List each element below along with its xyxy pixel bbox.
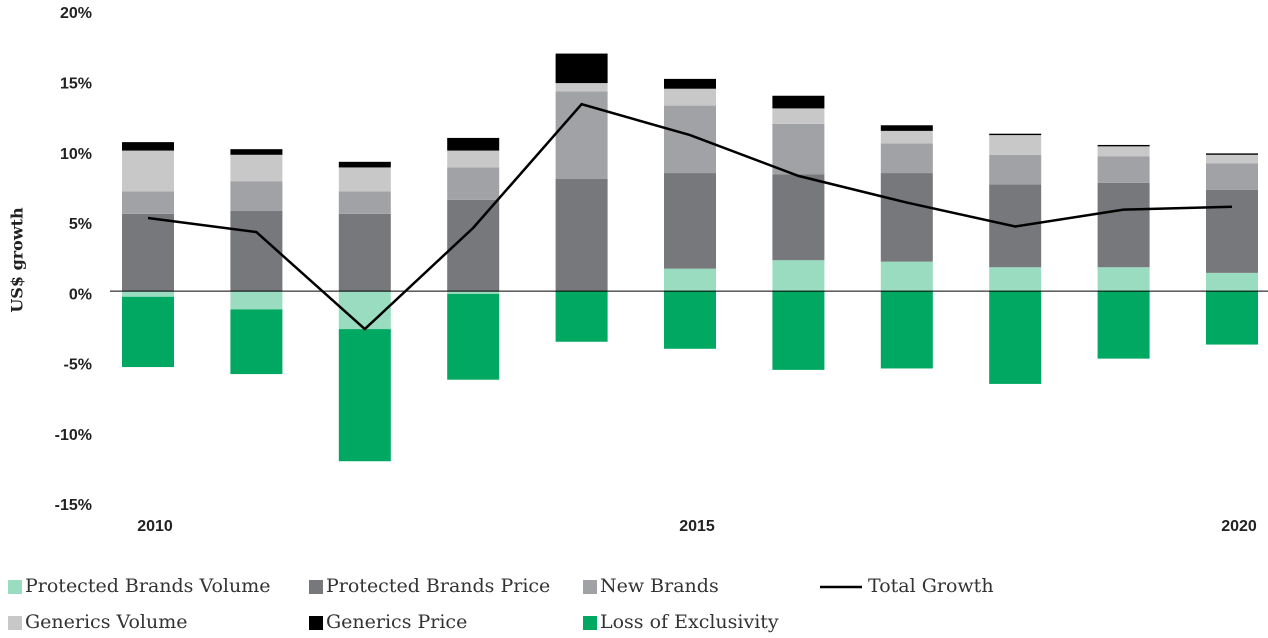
legend-swatch	[309, 580, 323, 594]
bar-segment	[122, 191, 174, 214]
bar-segment	[1206, 189, 1258, 273]
bar-segment	[447, 293, 500, 380]
bar-segment	[989, 291, 1042, 384]
bar-segment	[989, 267, 1042, 292]
x-tick-label: 2015	[679, 518, 715, 535]
line-series	[147, 102, 1233, 331]
bar-segment	[555, 291, 608, 342]
bar-segment	[230, 149, 283, 155]
bar-segment	[447, 150, 500, 168]
bar-segment	[989, 133, 1042, 136]
bar-segment	[122, 291, 174, 297]
bar-segment	[880, 173, 933, 262]
y-tick-label: 5%	[69, 216, 92, 233]
legend-label: Generics Volume	[25, 611, 187, 633]
bar-segment	[338, 191, 391, 214]
legend-label: Generics Price	[326, 611, 467, 633]
bar-segment	[772, 123, 825, 175]
bar-segment	[772, 95, 825, 109]
bar-segment	[447, 291, 500, 294]
legend-swatch	[8, 616, 22, 630]
bar-segment	[338, 291, 391, 330]
y-tick-label: -15%	[55, 497, 92, 514]
bar-segment	[555, 83, 608, 92]
bar-segment	[447, 167, 500, 200]
bar-segment	[338, 213, 391, 292]
legend-label: Protected Brands Volume	[25, 575, 270, 597]
bar-segment	[880, 130, 933, 144]
bar-segment	[880, 125, 933, 131]
legend-swatch	[583, 580, 597, 594]
legend-label: Total Growth	[868, 575, 994, 597]
legend-label: Loss of Exclusivity	[600, 611, 779, 633]
legend-label: Protected Brands Price	[326, 575, 550, 597]
bar-segment	[1097, 144, 1150, 147]
bar-segment	[772, 291, 825, 370]
bar-segment	[664, 291, 716, 349]
bar-segment	[1097, 156, 1150, 183]
bar-segment	[989, 135, 1042, 155]
bar-segment	[772, 260, 825, 292]
bar-segment	[880, 143, 933, 174]
legend-swatch	[309, 616, 323, 630]
bar-segment	[1097, 267, 1150, 292]
bar-segment	[880, 261, 933, 292]
legend-label: New Brands	[600, 575, 719, 597]
y-tick-label: 0%	[69, 286, 92, 303]
bar-segment	[1206, 153, 1258, 155]
bar-segment	[338, 167, 391, 192]
bar-segment	[230, 154, 283, 182]
y-tick-label: 20%	[60, 5, 92, 22]
bar-segment	[230, 211, 283, 292]
bar-segment	[122, 150, 174, 192]
bar-segment	[122, 142, 174, 151]
bar-segment	[122, 213, 174, 292]
bar-segment	[555, 53, 608, 84]
bar-segment	[230, 181, 283, 212]
x-tick-label: 2020	[1221, 518, 1257, 535]
bar-segment	[555, 178, 608, 292]
bar-segment	[338, 329, 391, 462]
bar-segment	[880, 291, 933, 369]
bar-segment	[664, 105, 716, 174]
bar-segment	[1097, 291, 1150, 359]
bar-segment	[772, 108, 825, 124]
bar-segment	[772, 174, 825, 261]
legend-swatch	[583, 616, 597, 630]
legend-swatch	[8, 580, 22, 594]
bar-segment	[1097, 146, 1150, 157]
bar-segment	[664, 78, 716, 89]
bar-segment	[1206, 163, 1258, 190]
y-tick-label: 10%	[60, 146, 92, 163]
bar-segment	[989, 154, 1042, 185]
bar-segment	[1097, 182, 1150, 268]
bar-segment	[1206, 291, 1258, 345]
bar-segment	[122, 296, 174, 368]
bar-segment	[1206, 272, 1258, 292]
bar-segment	[447, 137, 500, 151]
y-tick-label: -5%	[64, 357, 92, 374]
y-axis-label: US$ growth	[8, 207, 27, 313]
bar-segment	[1206, 154, 1258, 164]
y-tick-label: 15%	[60, 76, 92, 93]
bar-segment	[664, 173, 716, 269]
bar-segment	[338, 161, 391, 168]
bar-segment	[664, 88, 716, 106]
bar-segment	[230, 309, 283, 375]
x-tick-label: 2010	[137, 518, 173, 535]
bar-segment	[230, 291, 283, 310]
y-tick-label: -10%	[55, 427, 92, 444]
bar-segment	[664, 268, 716, 292]
